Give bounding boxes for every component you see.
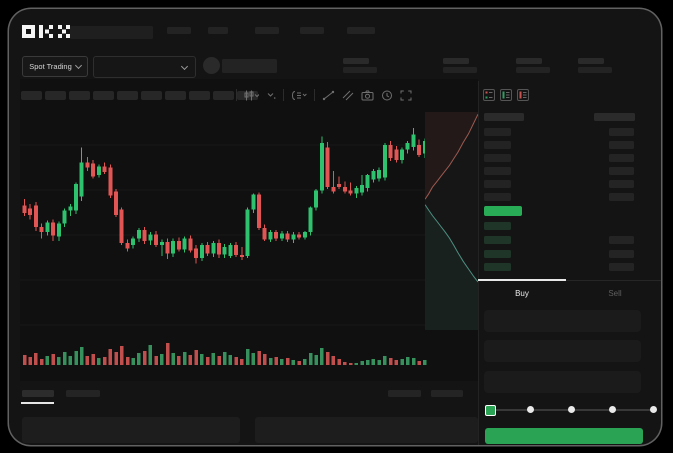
toolbar-tool-placeholder[interactable] (141, 91, 162, 100)
market-selector-label: Spot Trading (29, 62, 72, 71)
market-selector-button[interactable]: Spot Trading (22, 56, 88, 77)
toolbar-tool-placeholder[interactable] (117, 91, 138, 100)
depth-chart[interactable] (425, 112, 478, 330)
stat-label-placeholder (343, 58, 369, 64)
divider (236, 89, 237, 101)
orders-table-placeholder (22, 417, 240, 443)
chevron-down-icon (74, 61, 82, 70)
okx-app-card: Spot Trading (9, 9, 661, 445)
buy-submit-button[interactable] (485, 428, 643, 444)
toolbar-tool-placeholder[interactable] (69, 91, 90, 100)
ask-price-placeholder (484, 167, 511, 175)
book-combined-icon[interactable] (483, 89, 495, 101)
fullscreen-icon[interactable] (400, 90, 412, 101)
divider (314, 89, 315, 101)
bid-price-placeholder (484, 236, 511, 244)
stat-value-placeholder (343, 67, 377, 73)
toolbar-tool-placeholder[interactable] (45, 91, 66, 100)
toolbar-tool-placeholder[interactable] (189, 91, 210, 100)
buy-tab-underline (478, 279, 566, 281)
slider-stop[interactable] (608, 406, 616, 413)
chevron-down-icon (180, 62, 189, 70)
history-table-placeholder (255, 417, 478, 443)
ask-price-placeholder (484, 154, 511, 162)
size-cell-placeholder (609, 180, 634, 188)
toolbar-tool-placeholder[interactable] (93, 91, 114, 100)
size-cell-placeholder (609, 250, 634, 258)
chart-toolbar-icons (236, 88, 412, 102)
bid-price-placeholder (484, 250, 511, 258)
brush-icon[interactable] (342, 90, 354, 101)
history-icon[interactable] (381, 90, 393, 101)
ask-price-placeholder (484, 141, 511, 149)
bottom-tab-active-underline (21, 402, 54, 404)
bottom-toolbar-placeholder[interactable] (388, 390, 421, 397)
nav-link-placeholder[interactable] (300, 27, 324, 34)
tab-sell[interactable]: Sell (608, 289, 622, 298)
bid-price-placeholder (484, 263, 511, 271)
divider (283, 89, 284, 101)
bid-price-placeholder (484, 222, 511, 230)
book-bids-icon[interactable] (500, 89, 512, 101)
nav-link-placeholder[interactable] (208, 27, 228, 34)
panel-divider (478, 81, 479, 445)
size-cell-placeholder (609, 236, 634, 244)
slider-stop[interactable] (649, 406, 657, 413)
tab-buy[interactable]: Buy (515, 289, 529, 298)
camera-icon[interactable] (361, 90, 374, 101)
size-cell-placeholder (609, 141, 634, 149)
stat-value-placeholder (443, 67, 477, 73)
bottom-toolbar-placeholder[interactable] (431, 390, 463, 397)
line-tool-icon[interactable] (322, 90, 335, 101)
amount-input-placeholder[interactable] (484, 340, 641, 362)
size-cell-placeholder (609, 193, 634, 201)
stat-label-placeholder (578, 58, 604, 64)
indicators-icon[interactable] (291, 90, 307, 101)
stat-value-placeholder (578, 67, 612, 73)
stat-value-placeholder (516, 67, 550, 73)
toolbar-tool-placeholder[interactable] (213, 91, 234, 100)
size-cell-placeholder (609, 154, 634, 162)
stat-label-placeholder (443, 58, 469, 64)
orderbook-col-header-placeholder (484, 113, 524, 121)
nav-link-placeholder[interactable] (167, 27, 191, 34)
book-asks-icon[interactable] (517, 89, 529, 101)
chart-type-icon[interactable] (244, 90, 259, 101)
ask-price-placeholder (484, 128, 511, 136)
bottom-tab-placeholder[interactable] (66, 390, 100, 397)
size-cell-placeholder (609, 128, 634, 136)
size-cell-placeholder (609, 167, 634, 175)
slider-handle[interactable] (484, 405, 496, 416)
bottom-tab-active-placeholder[interactable] (22, 390, 54, 397)
total-input-placeholder[interactable] (484, 371, 641, 393)
nav-link-placeholder[interactable] (347, 27, 375, 34)
pair-name-placeholder (222, 59, 277, 73)
timeframe-icon[interactable] (266, 90, 276, 100)
stat-label-placeholder (516, 58, 542, 64)
nav-link-placeholder[interactable] (255, 27, 279, 34)
orderbook-view-toggles (483, 89, 529, 101)
pair-select-dropdown[interactable] (93, 56, 196, 78)
slider-stop[interactable] (567, 406, 575, 413)
ask-price-placeholder (484, 193, 511, 201)
orderbook-col-header-placeholder (594, 113, 635, 121)
okx-logo[interactable] (22, 25, 72, 39)
slider-stop[interactable] (526, 406, 534, 413)
price-input-placeholder[interactable] (484, 310, 641, 332)
last-price-bar (484, 206, 522, 216)
search-bar-placeholder[interactable] (70, 26, 153, 39)
tab-divider (478, 280, 661, 281)
size-cell-placeholder (609, 263, 634, 271)
toolbar-tool-placeholder[interactable] (165, 91, 186, 100)
ask-price-placeholder (484, 180, 511, 188)
toolbar-tool-placeholder[interactable] (21, 91, 42, 100)
candlestick-chart[interactable] (20, 108, 432, 370)
pair-logo-placeholder (203, 57, 220, 74)
